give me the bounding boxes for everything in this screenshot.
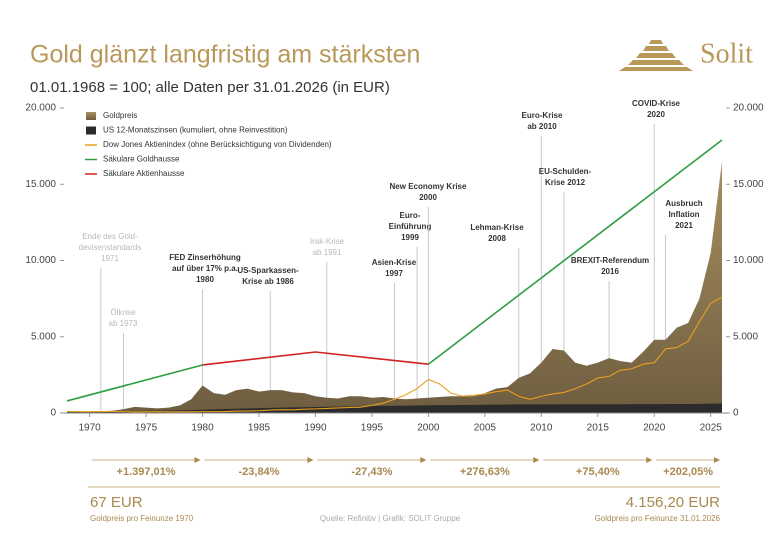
event-label: 1997 [385, 269, 403, 278]
y-tick-label: 10.000 [25, 255, 56, 266]
arrow-head [307, 457, 314, 463]
x-tick-label: 1980 [191, 423, 214, 434]
period-label: +202,05% [663, 466, 713, 478]
chart-title: Gold glänzt langfristig am stärksten [30, 41, 420, 69]
x-tick-label: 1995 [361, 423, 384, 434]
arrow-head [646, 457, 653, 463]
period-label: +276,63% [460, 466, 510, 478]
event-label: Ausbruch [665, 199, 702, 208]
event-label: Inflation [668, 210, 699, 219]
legend-swatch [86, 126, 96, 135]
arrow-head [533, 457, 540, 463]
arrow-head [714, 457, 720, 463]
end-note: Goldpreis pro Feinunze 31.01.2026 [595, 514, 721, 523]
y2-tick-label: 15.000 [733, 179, 764, 190]
period-label: +75,40% [576, 466, 620, 478]
event-label: Ende des Gold- [82, 232, 138, 241]
legend-label: Säkulare Goldhausse [103, 155, 180, 164]
legend-label: Säkulare Aktienhausse [103, 169, 185, 178]
event-label: FED Zinserhöhung [169, 253, 241, 262]
event-label: US-Sparkassen- [237, 266, 299, 275]
period-label: -27,43% [351, 466, 392, 478]
y2-tick-label: 10.000 [733, 255, 764, 266]
x-tick-label: 1990 [304, 423, 327, 434]
area [67, 161, 722, 413]
start-value: 67 EUR [90, 494, 143, 511]
event-label: Asien-Krise [372, 258, 417, 267]
y2-tick-label: 20.000 [733, 103, 764, 114]
event-label: Krise 2012 [545, 178, 586, 187]
event-label: EU-Schulden- [539, 167, 592, 176]
line [66, 296, 723, 413]
period-label: -23,84% [238, 466, 279, 478]
event-label: Ölkrise [111, 308, 136, 317]
x-tick-label: 2020 [643, 423, 666, 434]
line [66, 139, 723, 402]
legend-label: US 12-Monatszinsen (kumuliert, ohne Rein… [103, 126, 288, 135]
y-tick-label: 15.000 [25, 179, 56, 190]
x-tick-label: 1970 [78, 423, 101, 434]
event-label: 2021 [675, 221, 693, 230]
event-label: ab 2010 [527, 122, 557, 131]
event-label: 2020 [647, 110, 665, 119]
event-label: Euro- [400, 211, 421, 220]
event-label: auf über 17% p.a. [172, 264, 238, 273]
event-label: COVID-Krise [632, 99, 681, 108]
event-label: Euro-Krise [522, 111, 563, 120]
event-label: ab 1973 [109, 319, 138, 328]
legend-label: Dow Jones Aktienindex (ohne Berücksichti… [103, 140, 332, 149]
area [67, 403, 722, 413]
period-label: +1.397,01% [117, 466, 176, 478]
y2-tick-label: 0 [733, 408, 739, 419]
event-label: Einführung [389, 222, 432, 231]
event-label: 1971 [101, 254, 119, 263]
end-value: 4.156,20 EUR [626, 494, 720, 511]
x-tick-label: 2005 [474, 423, 497, 434]
event-label: 1980 [196, 275, 214, 284]
arrow-head [420, 457, 427, 463]
y-tick-label: 20.000 [25, 103, 56, 114]
event-label: Irak-Krise [310, 237, 345, 246]
y-tick-label: 0 [50, 408, 56, 419]
x-tick-label: 2025 [700, 423, 723, 434]
x-tick-label: 2015 [587, 423, 610, 434]
x-tick-label: 2010 [530, 423, 553, 434]
event-label: 2000 [419, 193, 437, 202]
event-label: 2016 [601, 267, 619, 276]
x-tick-label: 2000 [417, 423, 440, 434]
event-label: New Economy Krise [390, 182, 467, 191]
event-label: BREXIT-Referendum [571, 256, 649, 265]
line [202, 351, 429, 366]
event-label: ab 1991 [313, 248, 342, 257]
event-label: Lehman-Krise [470, 223, 524, 232]
event-label: 1999 [401, 233, 419, 242]
x-tick-label: 1985 [248, 423, 271, 434]
y2-tick-label: 5.000 [733, 331, 758, 342]
legend-swatch [86, 112, 96, 120]
start-note: Goldpreis pro Feinunze 1970 [90, 514, 194, 523]
logo-text: Solit [700, 38, 753, 69]
arrow-head [194, 457, 201, 463]
event-label: Krise ab 1986 [242, 277, 294, 286]
x-tick-label: 1975 [135, 423, 158, 434]
y-tick-label: 5.000 [31, 331, 56, 342]
event-label: devisenstandards [79, 243, 142, 252]
event-label: 2008 [488, 234, 506, 243]
source: Quelle: Refinitiv | Grafik: SOLIT Gruppe [320, 514, 461, 523]
legend-label: Goldpreis [103, 111, 137, 120]
logo-mark [619, 40, 693, 71]
chart-subtitle: 01.01.1968 = 100; alle Daten per 31.01.2… [30, 79, 390, 96]
